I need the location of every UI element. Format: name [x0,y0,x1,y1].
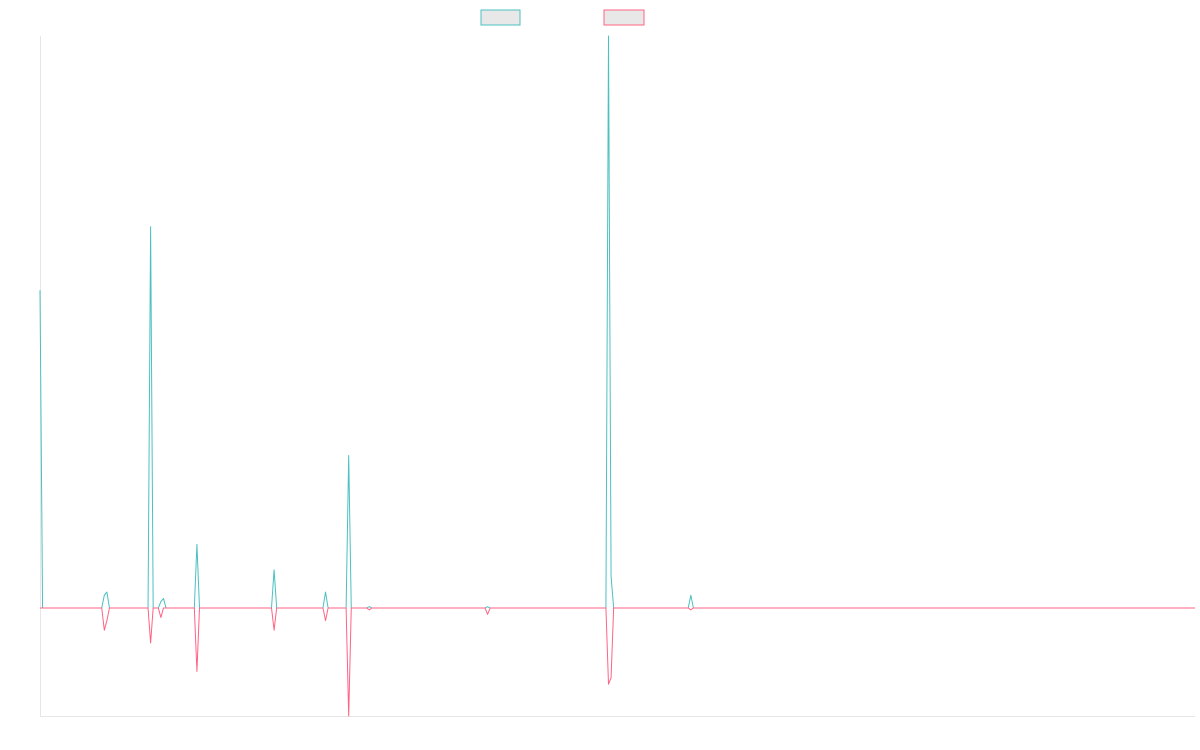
legend-swatch-series-1[interactable] [480,9,521,26]
plot-area [39,35,1195,717]
series-2-line [40,607,1195,717]
series-1-line [39,35,1195,609]
legend [480,9,645,26]
legend-swatch-series-2[interactable] [603,9,645,26]
